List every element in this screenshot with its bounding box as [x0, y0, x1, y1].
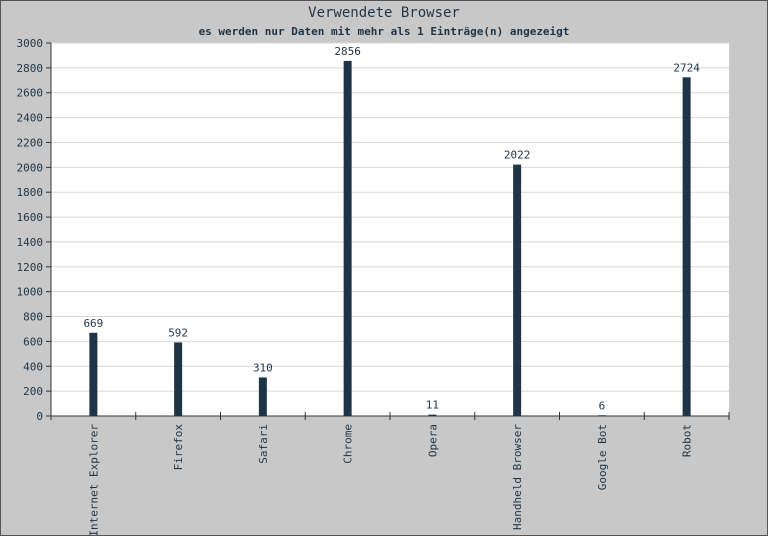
y-tick-label: 800 — [23, 311, 43, 324]
x-tick-label: Robot — [681, 424, 694, 457]
y-tick-label: 3000 — [17, 37, 44, 50]
y-tick-label: 2200 — [17, 136, 44, 149]
plot-area — [51, 43, 729, 416]
y-tick-label: 1600 — [17, 211, 44, 224]
bar — [174, 342, 183, 416]
y-tick-label: 400 — [23, 360, 43, 373]
value-label: 11 — [426, 399, 439, 412]
value-label: 310 — [253, 361, 273, 374]
y-tick-label: 600 — [23, 335, 43, 348]
x-tick-label: Opera — [426, 424, 439, 457]
bar — [343, 60, 352, 417]
bar — [428, 414, 437, 416]
y-tick-label: 2600 — [17, 87, 44, 100]
x-tick-label: Internet Explorer — [87, 424, 100, 536]
x-tick-label: Safari — [257, 424, 270, 464]
y-tick-label: 1200 — [17, 261, 44, 274]
y-tick-label: 200 — [23, 385, 43, 398]
value-label: 2856 — [334, 45, 361, 58]
x-tick-label: Handheld Browser — [511, 424, 524, 530]
x-tick-label: Chrome — [342, 424, 355, 464]
bar — [682, 77, 691, 416]
value-label: 2022 — [504, 149, 531, 162]
value-label: 669 — [83, 317, 103, 330]
bar — [89, 332, 98, 416]
x-tick-label: Firefox — [172, 424, 185, 471]
value-label: 592 — [168, 326, 188, 339]
chart-title: Verwendete Browser — [308, 5, 460, 21]
value-label: 2724 — [673, 61, 700, 74]
value-label: 6 — [599, 399, 606, 412]
y-tick-label: 1400 — [17, 236, 44, 249]
y-tick-label: 0 — [36, 410, 43, 423]
bar — [258, 377, 267, 416]
x-tick-label: Google Bot — [596, 424, 609, 490]
bar — [513, 164, 522, 416]
y-tick-label: 1800 — [17, 186, 44, 199]
y-tick-label: 2400 — [17, 112, 44, 125]
y-tick-label: 1000 — [17, 286, 44, 299]
bar — [597, 415, 606, 416]
chart-subtitle: es werden nur Daten mit mehr als 1 Eintr… — [199, 25, 570, 38]
y-tick-label: 2000 — [17, 161, 44, 174]
y-tick-label: 2800 — [17, 62, 44, 75]
